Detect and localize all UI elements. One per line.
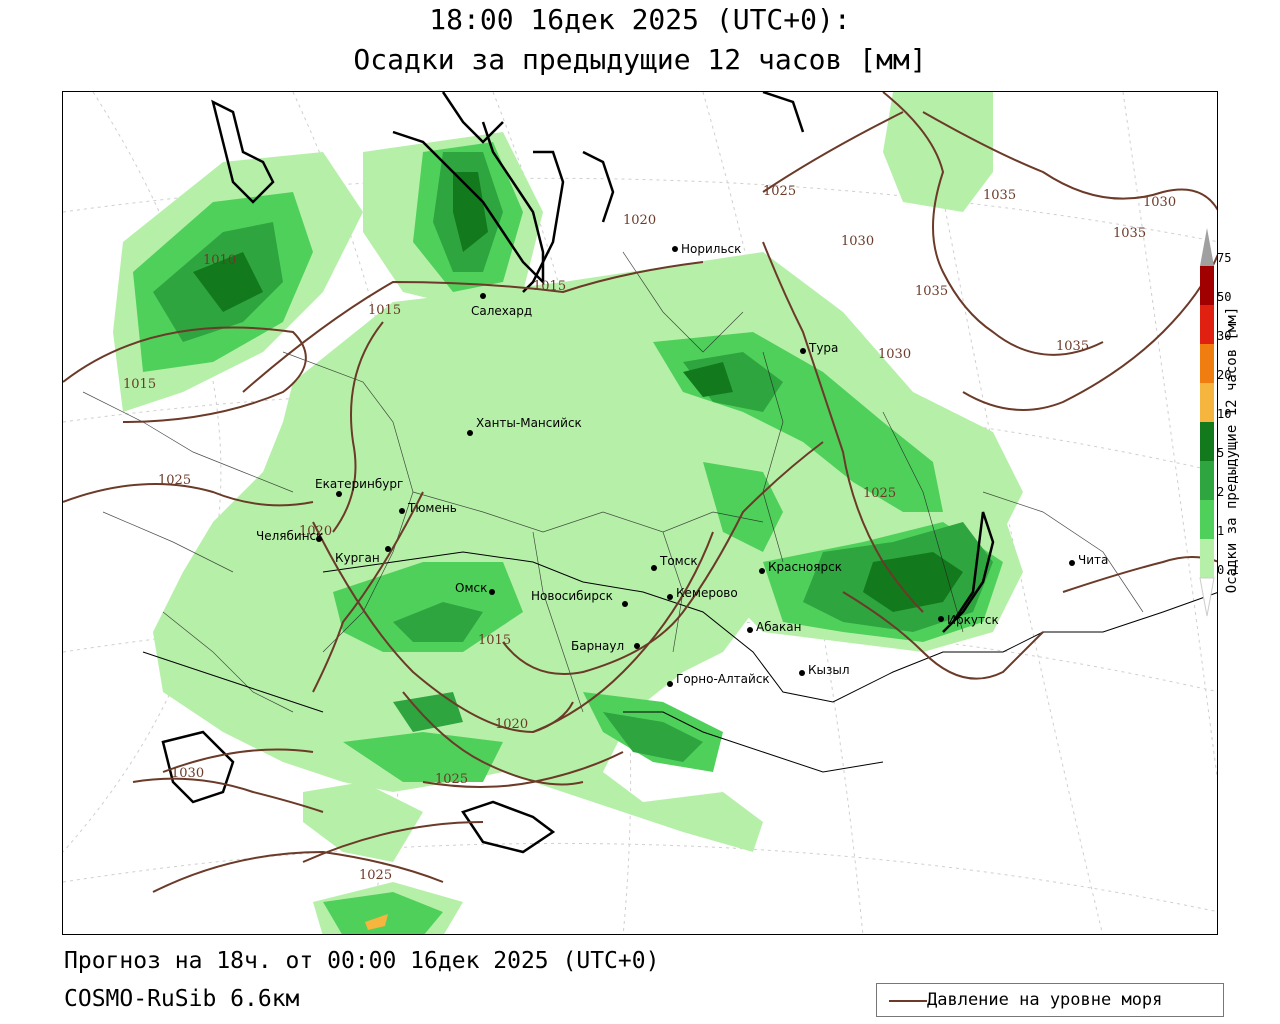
svg-text:Челябинск: Челябинск (256, 529, 323, 543)
model-name: COSMO-RuSib 6.6км (64, 986, 300, 1012)
colorbar-bin (1200, 344, 1214, 383)
city-yekaterinburg: Екатеринбург (315, 477, 403, 497)
svg-text:Горно-Алтайск: Горно-Алтайск (676, 672, 770, 686)
city-chita: Чита (1069, 553, 1108, 567)
isobar-label: 1025 (359, 868, 392, 883)
svg-text:Томск: Томск (659, 554, 698, 568)
colorbar-title: Осадки за предыдущие 12 часов [мм] (1224, 306, 1240, 594)
colorbar-bin (1199, 577, 1215, 617)
svg-text:Чита: Чита (1078, 553, 1108, 567)
colorbar-level-label: 30 (1217, 329, 1231, 343)
svg-text:Норильск: Норильск (681, 242, 741, 256)
isobar-line-swatch (889, 1000, 927, 1002)
colorbar-bin (1200, 461, 1214, 500)
city-khanty-mansiysk: Ханты-Мансийск (467, 416, 582, 436)
isobar-label: 1025 (763, 184, 796, 199)
isobar-label: 1010 (203, 253, 236, 268)
colorbar-bin (1200, 228, 1214, 266)
svg-text:Красноярск: Красноярск (768, 560, 842, 574)
svg-text:Екатеринбург: Екатеринбург (315, 477, 403, 491)
colorbar-level-label: 50 (1217, 290, 1231, 304)
colorbar-level-label: 0.1 (1217, 563, 1239, 577)
city-tura: Тура (800, 341, 838, 355)
colorbar-level-label: 10 (1217, 407, 1231, 421)
city-omsk: Омск (455, 581, 495, 595)
svg-text:Омск: Омск (455, 581, 487, 595)
city-tomsk: Томск (651, 554, 698, 571)
isobar-label: 1020 (495, 717, 528, 732)
city-salekhard: Салехард (471, 293, 532, 318)
isobar-label: 1020 (299, 524, 332, 539)
isobar-label: 1030 (841, 234, 874, 249)
isobar-label: 1025 (435, 772, 468, 787)
colorbar-level-label: 5 (1217, 446, 1224, 460)
isobar-labels: 1010 1015 1015 1015 1020 1025 1030 1035 … (123, 184, 1176, 883)
colorbar-bin (1200, 383, 1214, 422)
city-chelyabinsk: Челябинск (256, 529, 323, 543)
isobar-label: 1015 (368, 303, 401, 318)
city-gorno-altaysk: Горно-Алтайск (667, 672, 770, 687)
precipitation-map[interactable]: 1010 1015 1015 1015 1020 1025 1030 1035 … (62, 91, 1218, 935)
svg-text:Новосибирск: Новосибирск (531, 589, 613, 603)
isobar-label: 1015 (478, 633, 511, 648)
svg-text:Кызыл: Кызыл (808, 663, 850, 677)
precip-10-20 (365, 914, 388, 930)
precip-very-heavy (193, 172, 963, 612)
city-tyumen: Тюмень (399, 501, 457, 515)
svg-text:Тура: Тура (808, 341, 838, 355)
country-borders (142, 551, 1217, 773)
map-subtitle: Осадки за предыдущие 12 часов [мм] (353, 43, 927, 76)
city-markers: Норильск Салехард Тура Ханты-Мансийск Ек… (256, 242, 1108, 687)
forecast-info: Прогноз на 18ч. от 00:00 16дек 2025 (UTC… (64, 948, 660, 974)
city-novosibirsk: Новосибирск (531, 589, 628, 607)
isobar-legend-label: Давление на уровне моря (927, 990, 1163, 1010)
isobar-label: 1015 (533, 279, 566, 294)
colorbar-bin (1200, 266, 1214, 305)
isobar-label: 1015 (123, 377, 156, 392)
svg-text:Тюмень: Тюмень (407, 501, 457, 515)
isobars (63, 92, 1217, 893)
svg-text:Салехард: Салехард (471, 304, 532, 318)
city-norilsk: Норильск (672, 242, 741, 256)
isobar-label: 1030 (171, 766, 204, 781)
isobar-label: 1030 (878, 347, 911, 362)
svg-text:Иркутск: Иркутск (947, 613, 999, 627)
colorbar-level-label: 75 (1217, 251, 1231, 265)
colorbar-level-label: 20 (1217, 368, 1231, 382)
city-irkutsk: Иркутск (938, 613, 999, 627)
map-legend: Давление на уровне моря (876, 983, 1224, 1017)
city-kemerovo: Кемерово (667, 586, 738, 600)
isobar-label: 1035 (1056, 339, 1089, 354)
colorbar-bin (1200, 500, 1214, 539)
svg-text:Абакан: Абакан (756, 620, 801, 634)
isobar-label: 1030 (1143, 195, 1176, 210)
isobar-label: 1035 (1113, 226, 1146, 241)
map-title: 18:00 16дек 2025 (UTC+0): (429, 3, 851, 36)
isobar-label: 1035 (983, 188, 1016, 203)
admin-boundaries (82, 251, 1144, 713)
city-krasnoyarsk: Красноярск (759, 560, 842, 574)
isobar-label: 1035 (915, 284, 948, 299)
isobar-label: 1025 (863, 486, 896, 501)
colorbar-level-label: 2 (1217, 485, 1224, 499)
svg-text:Ханты-Мансийск: Ханты-Мансийск (476, 416, 582, 430)
svg-text:Курган: Курган (335, 551, 380, 565)
isobar-label: 1020 (623, 213, 656, 228)
city-kyzyl: Кызыл (799, 663, 850, 677)
colorbar-bin (1200, 422, 1214, 461)
svg-text:Барнаул: Барнаул (571, 639, 624, 653)
isobar-label: 1025 (158, 473, 191, 488)
city-kurgan: Курган (335, 546, 391, 565)
city-barnaul: Барнаул (571, 639, 640, 653)
precipitation-colorbar: 0.1 1 2 5 10 20 30 50 75 (1199, 228, 1239, 617)
map-canvas: 1010 1015 1015 1015 1020 1025 1030 1035 … (63, 92, 1217, 934)
coastlines (161, 92, 995, 854)
colorbar-bin (1200, 305, 1214, 344)
colorbar-level-label: 1 (1217, 524, 1224, 538)
svg-text:Кемерово: Кемерово (676, 586, 738, 600)
city-abakan: Абакан (747, 620, 801, 634)
colorbar-bin (1200, 539, 1214, 578)
